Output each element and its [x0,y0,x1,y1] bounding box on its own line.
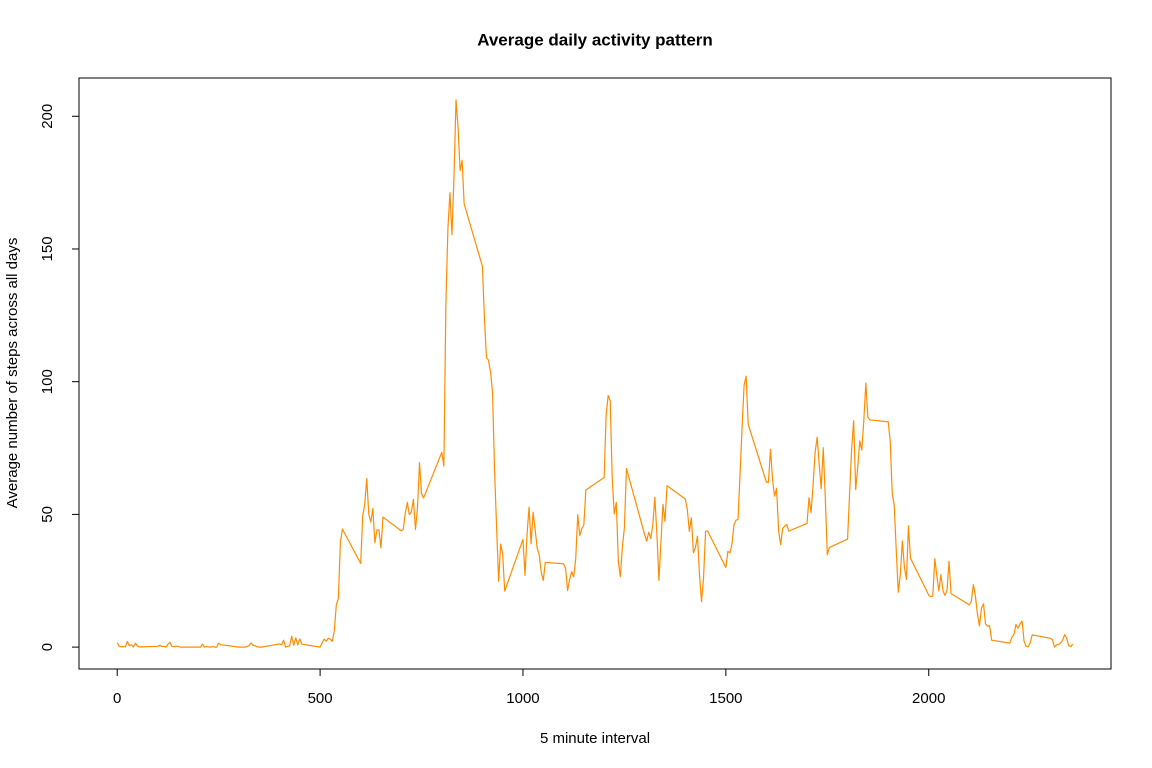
chart-title: Average daily activity pattern [477,30,713,49]
y-tick-label: 200 [39,104,56,129]
activity-line [116,99,1074,648]
y-axis-label: Average number of steps across all days [4,238,21,509]
y-tick-label: 50 [39,506,56,523]
y-tick-label: 100 [39,369,56,394]
x-tick-label: 2000 [912,690,945,707]
y-tick-label: 0 [39,643,56,651]
y-tick-label: 150 [39,236,56,261]
x-tick-label: 1500 [709,690,742,707]
x-tick-label: 0 [113,690,121,707]
x-tick-label: 500 [308,690,333,707]
x-axis-label: 5 minute interval [540,730,650,747]
x-tick-label: 1000 [506,690,539,707]
